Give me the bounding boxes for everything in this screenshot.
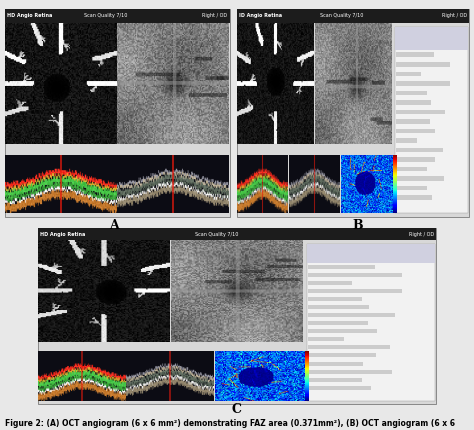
- FancyBboxPatch shape: [237, 9, 469, 23]
- FancyBboxPatch shape: [5, 9, 230, 23]
- FancyBboxPatch shape: [308, 305, 369, 309]
- Text: HD Angio Retina: HD Angio Retina: [40, 232, 86, 236]
- Text: Right / OD: Right / OD: [409, 232, 434, 236]
- Text: B: B: [353, 219, 363, 232]
- FancyBboxPatch shape: [38, 228, 436, 240]
- FancyBboxPatch shape: [308, 345, 390, 350]
- FancyBboxPatch shape: [308, 353, 376, 357]
- FancyBboxPatch shape: [237, 9, 469, 217]
- FancyBboxPatch shape: [396, 71, 421, 76]
- FancyBboxPatch shape: [396, 91, 427, 95]
- Text: Figure 2: (A) OCT angiogram (6 x 6 mm²) demonstrating FAZ area (0.371mm²), (B) O: Figure 2: (A) OCT angiogram (6 x 6 mm²) …: [5, 419, 455, 430]
- Text: HD Angio Retina: HD Angio Retina: [7, 13, 53, 18]
- FancyBboxPatch shape: [308, 362, 363, 366]
- FancyBboxPatch shape: [396, 176, 444, 181]
- Text: Scan Quality 7/10: Scan Quality 7/10: [84, 13, 128, 18]
- FancyBboxPatch shape: [308, 289, 402, 293]
- FancyBboxPatch shape: [396, 119, 430, 124]
- FancyBboxPatch shape: [396, 52, 434, 57]
- Text: Right / OD: Right / OD: [442, 13, 467, 18]
- FancyBboxPatch shape: [308, 297, 362, 301]
- FancyBboxPatch shape: [308, 369, 392, 374]
- FancyBboxPatch shape: [396, 157, 435, 162]
- FancyBboxPatch shape: [308, 386, 371, 390]
- FancyBboxPatch shape: [396, 167, 428, 172]
- FancyBboxPatch shape: [308, 338, 344, 341]
- FancyBboxPatch shape: [396, 147, 443, 152]
- FancyBboxPatch shape: [396, 110, 446, 114]
- FancyBboxPatch shape: [308, 313, 395, 317]
- FancyBboxPatch shape: [396, 186, 427, 190]
- FancyBboxPatch shape: [396, 100, 431, 105]
- FancyBboxPatch shape: [307, 244, 435, 263]
- Text: Right / OD: Right / OD: [202, 13, 228, 18]
- FancyBboxPatch shape: [396, 81, 450, 86]
- Text: ID Angio Retina: ID Angio Retina: [239, 13, 283, 18]
- FancyBboxPatch shape: [396, 195, 432, 200]
- FancyBboxPatch shape: [308, 329, 377, 333]
- FancyBboxPatch shape: [395, 28, 468, 49]
- FancyBboxPatch shape: [38, 228, 436, 404]
- Text: C: C: [232, 403, 242, 416]
- Text: A: A: [109, 219, 118, 232]
- Text: Scan Quality 7/10: Scan Quality 7/10: [320, 13, 363, 18]
- FancyBboxPatch shape: [396, 129, 436, 133]
- FancyBboxPatch shape: [307, 244, 435, 401]
- FancyBboxPatch shape: [308, 265, 375, 269]
- FancyBboxPatch shape: [396, 138, 417, 143]
- Text: Scan Quality 7/10: Scan Quality 7/10: [195, 232, 239, 236]
- FancyBboxPatch shape: [308, 273, 402, 277]
- FancyBboxPatch shape: [308, 378, 362, 381]
- FancyBboxPatch shape: [396, 62, 450, 67]
- FancyBboxPatch shape: [5, 9, 230, 217]
- FancyBboxPatch shape: [395, 28, 468, 213]
- FancyBboxPatch shape: [308, 321, 368, 326]
- FancyBboxPatch shape: [308, 281, 352, 285]
